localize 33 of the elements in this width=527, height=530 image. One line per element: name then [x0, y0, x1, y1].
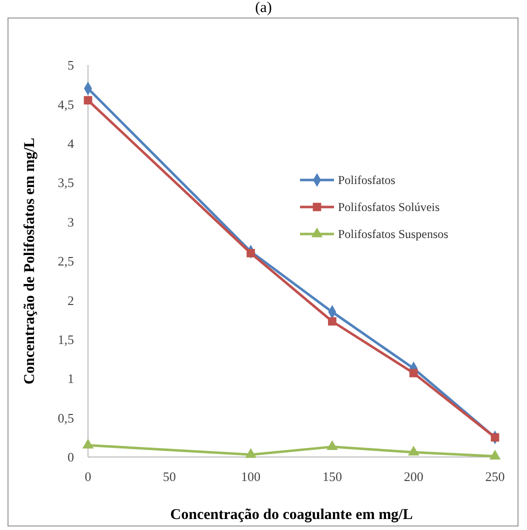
- y-tick-label: 0: [68, 450, 74, 465]
- chart-title: (a): [255, 0, 272, 16]
- point: [409, 368, 418, 378]
- x-tick-label: 50: [162, 469, 176, 484]
- point: [490, 433, 500, 442]
- point: [245, 448, 256, 458]
- y-tick-label: 1: [68, 371, 74, 386]
- point: [84, 96, 92, 104]
- legend-label: Polifosfatos: [338, 173, 396, 188]
- x-axis-title: Concentração do coagulante em mg/L: [170, 507, 413, 523]
- point: [489, 450, 501, 460]
- y-tick-label: 3: [68, 214, 74, 230]
- point: [246, 248, 255, 258]
- point: [328, 317, 336, 326]
- legend-label: Polifosfatos Suspensos: [338, 227, 449, 242]
- legend-label: Polifosfatos Solúveis: [338, 200, 440, 214]
- y-tick-label: 3,5: [58, 175, 74, 190]
- point: [326, 440, 338, 450]
- x-tick-label: 250: [485, 469, 505, 484]
- x-tick-label: 0: [84, 469, 92, 484]
- y-tick-label: 2: [68, 292, 74, 308]
- y-axis-title: Concentração de Polifosfatos em mg/L: [22, 138, 38, 384]
- point: [408, 446, 420, 456]
- y-tick-label: 1,5: [58, 332, 74, 347]
- x-tick-label: 200: [404, 469, 424, 484]
- y-tick-label: 4: [68, 136, 74, 151]
- y-tick-label: 4,5: [58, 96, 74, 112]
- x-tick-label: 150: [322, 469, 342, 484]
- y-tick-label: 0,5: [58, 410, 74, 426]
- y-tick-label: 2,5: [58, 254, 74, 269]
- y-tick-label: 5: [68, 58, 74, 73]
- point: [82, 438, 94, 448]
- x-tick-label: 100: [241, 469, 261, 484]
